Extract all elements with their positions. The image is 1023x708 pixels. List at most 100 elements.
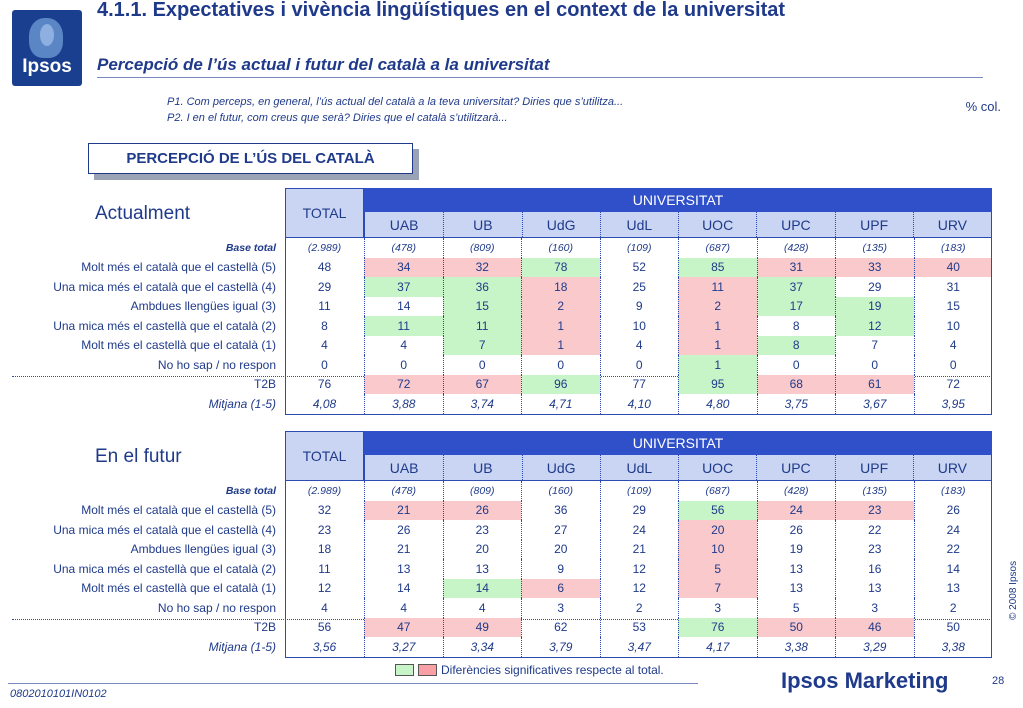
cell-university: 12 [599, 559, 679, 579]
cell-university: 0 [364, 355, 443, 375]
cell-total: 32 [317, 503, 332, 518]
cell-university: 26 [913, 500, 993, 520]
legend-text: Diferències significatives respecte al t… [441, 663, 664, 677]
cell-university: 4,71 [521, 394, 600, 414]
cell-university: 36 [442, 277, 521, 297]
question-p2: P2. I en el futur, com creus que serà? D… [167, 112, 508, 124]
row-cells: 11 13 13 9 12 5 13 16 14 [285, 559, 992, 579]
table-frame [285, 481, 992, 658]
row-label: Base total [225, 241, 276, 254]
cell-university: 1 [521, 335, 600, 355]
cell-university: 13 [913, 578, 993, 598]
row-label: No ho sap / no respon [157, 600, 276, 615]
cell-university: 10 [599, 316, 679, 336]
cell-university: 0 [756, 355, 836, 375]
header-universities: UAB UB UdG UdL UOC UPC UPF URV [364, 455, 992, 481]
logo-face-shape [40, 24, 54, 46]
cell-total: 4,08 [312, 396, 337, 411]
cell-university: 2 [913, 598, 993, 618]
header-university: UAB [389, 216, 419, 233]
cell-university: 1 [521, 316, 600, 336]
footer-rule [8, 683, 698, 684]
row-label: Molt més el català que el castellà (5) [81, 503, 276, 518]
table-row: Ambdues llengües igual (3) 11 14 15 2 9 2 17 19 1… [0, 296, 1023, 316]
cell-university: 9 [521, 559, 600, 579]
cell-university: 3,38 [756, 637, 836, 657]
cell-university: 11 [442, 316, 521, 336]
row-cells: 3,56 3,27 3,34 3,79 3,47 4,17 3,38 3,29 3,38 [285, 637, 992, 657]
section-title: En el futur [95, 446, 182, 467]
cell-university: 36 [521, 500, 600, 520]
cell-university: 31 [756, 257, 835, 277]
cell-total: 0 [321, 357, 328, 372]
cell-university: 14 [442, 578, 521, 598]
cell-university: 14 [913, 559, 993, 579]
row-label: Una mica més el castellà que el català (… [53, 561, 276, 576]
cell-university: (135) [835, 481, 914, 501]
cell-university: 2 [678, 296, 757, 316]
cell-university: 37 [756, 277, 835, 297]
cell-university: 3,75 [756, 394, 836, 414]
cell-university: 76 [678, 617, 757, 637]
cell-university: 13 [835, 578, 914, 598]
cell-university: 3 [521, 598, 600, 618]
cell-university: 15 [442, 296, 521, 316]
row-label: Una mica més el català que el castellà (… [53, 522, 276, 537]
row-cells: 48 34 32 78 52 85 31 33 40 [285, 257, 992, 277]
cell-university: 17 [756, 296, 835, 316]
cell-university: 14 [364, 578, 443, 598]
cell-university: 23 [835, 539, 914, 559]
cell-university: (160) [521, 481, 600, 501]
cell-university: 12 [835, 316, 914, 336]
row-label: Molt més el català que el castellà (5) [81, 260, 276, 275]
cell-university: 8 [756, 316, 836, 336]
cell-university: 34 [364, 257, 443, 277]
cell-university: 0 [521, 355, 600, 375]
cell-university: 2 [521, 296, 600, 316]
copyright: © 2008 Ipsos [1008, 560, 1019, 620]
cell-university: 24 [913, 520, 993, 540]
cell-university: 4,80 [678, 394, 757, 414]
cell-university: (428) [756, 238, 836, 258]
cell-university: 29 [599, 500, 679, 520]
cell-university: (478) [364, 238, 443, 258]
cell-university: 20 [521, 539, 600, 559]
table-row: Una mica més el català que el castellà (… [0, 277, 1023, 297]
cell-university: (160) [521, 238, 600, 258]
header-universitat: UNIVERSITAT [364, 188, 992, 212]
table-row: No ho sap / no respon 0 0 0 0 0 1 0 0 0 [0, 355, 1023, 375]
cell-university: 37 [364, 277, 443, 297]
header-universitat: UNIVERSITAT [364, 431, 992, 455]
cell-university: 4,17 [678, 637, 757, 657]
cell-university: 13 [756, 559, 836, 579]
table-row: T2B 56 47 49 62 53 76 50 46 50 [0, 617, 1023, 637]
row-label: T2B [253, 620, 276, 635]
cell-university: 32 [442, 257, 521, 277]
header-total: TOTAL [285, 431, 364, 481]
table-row: T2B 76 72 67 96 77 95 68 61 72 [0, 374, 1023, 394]
title-rule [97, 77, 983, 78]
cell-university: 3,67 [835, 394, 914, 414]
cell-university: 12 [599, 578, 679, 598]
cell-university: 3,47 [599, 637, 679, 657]
cell-university: 3,27 [364, 637, 443, 657]
cell-university: 3,95 [913, 394, 993, 414]
cell-total: 12 [317, 581, 332, 596]
cell-university: 40 [913, 257, 992, 277]
cell-university: 3,79 [521, 637, 600, 657]
row-label: Una mica més el català que el castellà (… [53, 279, 276, 294]
cell-university: (809) [442, 238, 522, 258]
legend-green-swatch [395, 664, 414, 676]
row-label: T2B [253, 377, 276, 392]
cell-university: 16 [835, 559, 914, 579]
cell-university: 5 [756, 598, 836, 618]
table-row: Base total (2.989) (478) (809) (160) (109) (68… [0, 238, 1023, 258]
cell-university: 21 [599, 539, 679, 559]
cell-university: 4 [364, 598, 443, 618]
header-university: UB [443, 212, 521, 237]
cell-university: 33 [835, 257, 914, 277]
cell-university: 72 [913, 374, 993, 394]
cell-university: 10 [913, 316, 993, 336]
cell-university: (478) [364, 481, 443, 501]
